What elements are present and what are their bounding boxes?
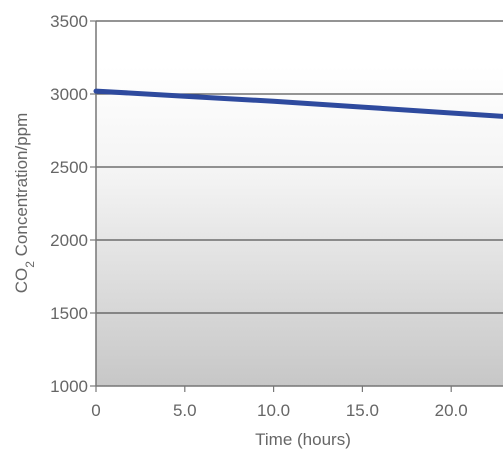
y-tick-label: 3000 <box>50 85 88 104</box>
y-tick-label: 1500 <box>50 304 88 323</box>
x-tick-label: 0 <box>91 401 100 420</box>
x-tick-label: 10.0 <box>257 401 290 420</box>
x-axis-title: Time (hours) <box>255 430 351 449</box>
x-tick-label: 15.0 <box>346 401 379 420</box>
x-tick-label: 20.0 <box>435 401 468 420</box>
y-axis-title-subscript: 2 <box>23 261 37 268</box>
x-tick-labels: 0 5.0 10.0 15.0 20.0 <box>91 401 467 420</box>
y-axis-title-suffix: Concentration/ppm <box>12 113 31 261</box>
series-layer <box>93 88 503 119</box>
x-tick-label: 5.0 <box>173 401 197 420</box>
axes <box>90 20 503 392</box>
y-axis-title-prefix: CO <box>12 268 31 294</box>
y-tick-label: 1000 <box>50 377 88 396</box>
series-line <box>93 88 503 119</box>
y-axis-title: CO2 Concentration/ppm <box>12 113 37 294</box>
y-tick-label: 2500 <box>50 158 88 177</box>
y-tick-label: 3500 <box>50 12 88 31</box>
plot-background <box>96 66 503 386</box>
y-tick-label: 2000 <box>50 231 88 250</box>
y-tick-labels: 1000 1500 2000 2500 3000 3500 <box>50 12 88 396</box>
